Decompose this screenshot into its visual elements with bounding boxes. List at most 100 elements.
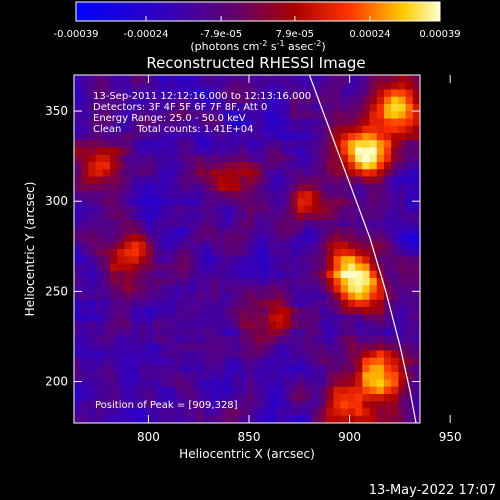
heatmap-cell — [412, 285, 420, 294]
heatmap-cell — [117, 205, 126, 214]
heatmap-cell — [124, 227, 133, 236]
heatmap-cell — [160, 234, 169, 243]
heatmap-cell — [362, 336, 371, 344]
x-tick-label: 800 — [137, 430, 160, 444]
heatmap-cell — [182, 205, 190, 214]
heatmap-cell — [239, 256, 248, 265]
heatmap-cell — [110, 379, 118, 388]
heatmap-cell — [117, 133, 126, 141]
heatmap-cell — [210, 278, 219, 286]
heatmap-cell — [340, 401, 349, 410]
heatmap-cell — [189, 249, 198, 257]
heatmap-cell — [218, 227, 226, 236]
heatmap-cell — [398, 82, 407, 91]
heatmap-cell — [95, 104, 104, 112]
heatmap-cell — [290, 328, 299, 337]
heatmap-cell — [275, 154, 284, 163]
heatmap-cell — [412, 118, 420, 127]
heatmap-cell — [319, 256, 327, 265]
heatmap-cell — [275, 176, 284, 185]
heatmap-cell — [355, 104, 363, 112]
heatmap-cell — [88, 343, 97, 352]
heatmap-cell — [297, 154, 306, 163]
heatmap-cell — [369, 140, 378, 149]
heatmap-cell — [398, 205, 407, 214]
heatmap-cell — [74, 285, 82, 294]
heatmap-cell — [196, 386, 205, 395]
heatmap-cell — [275, 379, 284, 388]
heatmap-cell — [189, 394, 198, 402]
heatmap-cell — [290, 299, 299, 308]
heatmap-cell — [297, 321, 306, 330]
heatmap-cell — [362, 321, 371, 330]
heatmap-cell — [247, 162, 255, 170]
heatmap-cell — [131, 125, 140, 134]
heatmap-cell — [203, 256, 212, 265]
heatmap-cell — [81, 183, 90, 192]
heatmap-cell — [355, 133, 363, 141]
heatmap-cell — [117, 328, 126, 337]
heatmap-cell — [196, 350, 205, 359]
heatmap-cell — [239, 357, 248, 366]
heatmap-cell — [210, 256, 219, 265]
heatmap-cell — [362, 198, 371, 207]
heatmap-cell — [81, 133, 90, 141]
heatmap-cell — [297, 183, 306, 192]
colorbar-tick-label: -0.00039 — [54, 29, 99, 40]
heatmap-cell — [326, 82, 335, 91]
heatmap-cell — [210, 394, 219, 402]
heatmap-cell — [174, 241, 183, 250]
heatmap-cell — [326, 307, 335, 315]
heatmap-cell — [239, 198, 248, 207]
heatmap-cell — [405, 350, 414, 359]
heatmap-cell — [333, 343, 342, 352]
heatmap-cell — [196, 111, 205, 120]
heatmap-cell — [189, 205, 198, 214]
heatmap-cell — [203, 140, 212, 149]
heatmap-cell — [218, 321, 226, 330]
heatmap-cell — [225, 89, 234, 98]
heatmap-cell — [160, 372, 169, 381]
heatmap-cell — [405, 299, 414, 308]
heatmap-cell — [110, 263, 118, 272]
heatmap-cell — [146, 343, 154, 352]
heatmap-cell — [232, 111, 241, 120]
heatmap-cell — [160, 176, 169, 185]
heatmap-cell — [304, 82, 313, 91]
heatmap-cell — [95, 270, 104, 279]
heatmap-cell — [74, 205, 82, 214]
heatmap-cell — [81, 372, 90, 381]
heatmap-cell — [261, 75, 270, 83]
heatmap-cell — [261, 372, 270, 381]
heatmap-cell — [412, 212, 420, 221]
heatmap-cell — [74, 307, 82, 315]
heatmap-cell — [160, 162, 169, 170]
heatmap-cell — [218, 386, 226, 395]
heatmap-cell — [254, 212, 263, 221]
heatmap-cell — [391, 147, 399, 156]
heatmap-cell — [283, 133, 291, 141]
heatmap-cell — [376, 118, 385, 127]
heatmap-cell — [268, 350, 277, 359]
heatmap-cell — [174, 249, 183, 257]
heatmap-cell — [355, 220, 363, 228]
heatmap-cell — [110, 408, 118, 417]
heatmap-cell — [174, 372, 183, 381]
heatmap-cell — [189, 154, 198, 163]
heatmap-cell — [326, 118, 335, 127]
heatmap-cell — [376, 408, 385, 417]
heatmap-cell — [225, 336, 234, 344]
heatmap-cell — [203, 321, 212, 330]
heatmap-cell — [182, 227, 190, 236]
heatmap-cell — [383, 256, 392, 265]
heatmap-cell — [218, 328, 226, 337]
heatmap-cell — [131, 343, 140, 352]
heatmap-cell — [283, 249, 291, 257]
heatmap-cell — [174, 162, 183, 170]
heatmap-cell — [146, 220, 154, 228]
heatmap-cell — [167, 212, 176, 221]
heatmap-cell — [81, 415, 90, 423]
heatmap-cell — [167, 82, 176, 91]
heatmap-cell — [138, 357, 147, 366]
heatmap-cell — [391, 205, 399, 214]
